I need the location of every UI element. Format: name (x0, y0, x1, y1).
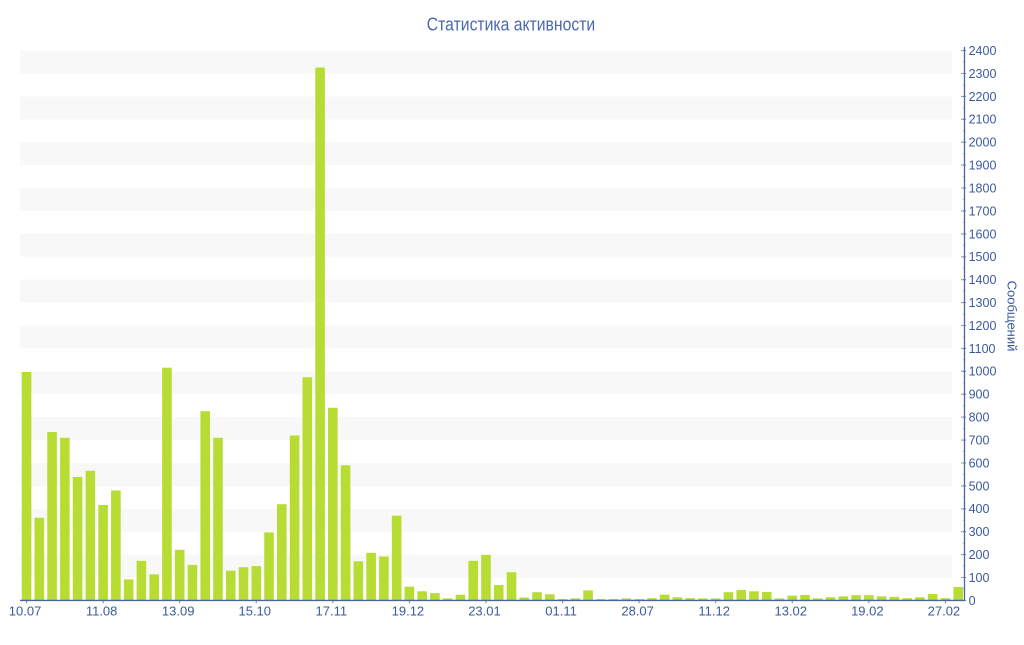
svg-text:17.11: 17.11 (316, 604, 348, 619)
svg-text:1400: 1400 (969, 273, 997, 287)
svg-text:300: 300 (969, 525, 990, 539)
svg-text:1600: 1600 (969, 227, 997, 241)
svg-text:100: 100 (969, 571, 990, 585)
svg-text:600: 600 (969, 456, 990, 470)
svg-text:1500: 1500 (969, 250, 997, 264)
svg-text:1200: 1200 (969, 319, 997, 333)
svg-text:200: 200 (969, 548, 990, 562)
svg-text:19.02: 19.02 (851, 604, 884, 619)
svg-text:11.08: 11.08 (86, 604, 118, 619)
svg-text:700: 700 (969, 434, 990, 448)
svg-text:19.12: 19.12 (392, 604, 425, 619)
svg-text:2000: 2000 (969, 136, 997, 150)
svg-text:27.02: 27.02 (928, 604, 961, 619)
svg-text:1000: 1000 (969, 365, 997, 379)
svg-text:01.11: 01.11 (545, 604, 577, 619)
svg-text:13.09: 13.09 (162, 604, 195, 619)
svg-text:2300: 2300 (969, 67, 997, 81)
svg-text:1900: 1900 (969, 159, 997, 173)
svg-text:0: 0 (969, 594, 976, 608)
svg-text:23.01: 23.01 (468, 604, 501, 619)
svg-text:800: 800 (969, 411, 990, 425)
svg-text:1700: 1700 (969, 204, 997, 218)
svg-text:Статистика активности: Статистика активности (427, 15, 595, 35)
svg-text:1800: 1800 (969, 181, 997, 195)
svg-text:Сообщений: Сообщений (1004, 281, 1019, 352)
svg-text:2100: 2100 (969, 113, 997, 127)
svg-text:28.07: 28.07 (621, 604, 654, 619)
svg-text:1100: 1100 (969, 342, 996, 356)
svg-text:15.10: 15.10 (238, 604, 271, 619)
svg-text:900: 900 (969, 388, 990, 402)
svg-text:1300: 1300 (969, 296, 997, 310)
svg-text:2400: 2400 (969, 44, 997, 58)
svg-text:11.12: 11.12 (698, 604, 730, 619)
svg-text:500: 500 (969, 479, 990, 493)
svg-text:10.07: 10.07 (9, 604, 42, 619)
svg-text:400: 400 (969, 502, 990, 516)
svg-text:2200: 2200 (969, 90, 997, 104)
svg-text:13.02: 13.02 (774, 604, 807, 619)
